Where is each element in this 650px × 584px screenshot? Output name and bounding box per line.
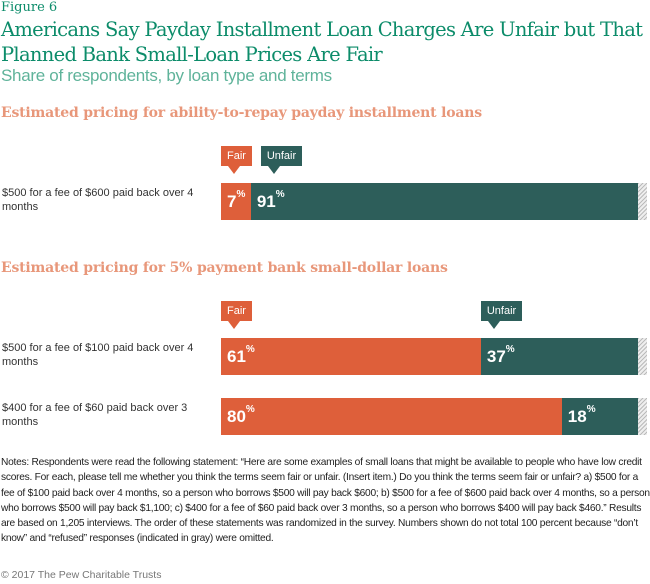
- value-label-unfair: 91: [256, 192, 276, 211]
- legend-unfair-label: Unfair: [266, 150, 297, 162]
- percent-sign: %: [275, 189, 285, 200]
- percent-sign: %: [505, 344, 515, 355]
- section-heading: Estimated pricing for ability-to-repay p…: [1, 105, 482, 121]
- legend-fair: Fair: [221, 146, 252, 174]
- bar-unfair: 37%: [480, 338, 639, 375]
- row-label: $400 for a fee of $60 paid back over 3 m…: [2, 402, 188, 428]
- percent-sign: %: [236, 189, 246, 200]
- legend-unfair: Unfair: [480, 301, 523, 329]
- stacked-bar: 80% 18%: [221, 398, 647, 435]
- row-label: $500 for a fee of $100 paid back over 4 …: [2, 342, 194, 368]
- bar-other: [638, 183, 647, 220]
- stacked-bar: 61% 37%: [221, 338, 647, 375]
- value-label-fair: 7: [227, 192, 237, 211]
- section-heading: Estimated pricing for 5% payment bank sm…: [1, 260, 448, 276]
- value-label-unfair: 18: [567, 407, 587, 426]
- legend-fair: Fair: [221, 301, 252, 329]
- percent-sign: %: [245, 404, 255, 415]
- bar-other: [638, 338, 647, 375]
- copyright: © 2017 The Pew Charitable Trusts: [1, 569, 162, 581]
- notes: Notes: Respondents were read the followi…: [1, 457, 650, 545]
- value-label-fair: 61: [227, 347, 246, 366]
- row-label: $500 for a fee of $600 paid back over 4 …: [2, 187, 194, 213]
- legend-fair-label: Fair: [227, 150, 246, 162]
- value-label-unfair: 37: [486, 347, 506, 366]
- legend-fair-label: Fair: [227, 305, 246, 317]
- legend-unfair: Unfair: [260, 146, 303, 174]
- bar-fair: 7%: [221, 183, 251, 220]
- value-label-fair: 80: [227, 407, 246, 426]
- bar-unfair: 18%: [561, 398, 639, 435]
- figure-label: Figure 6: [1, 0, 58, 15]
- bar-other: [638, 398, 647, 435]
- bar-fair: 61%: [221, 338, 481, 375]
- percent-sign: %: [245, 344, 255, 355]
- bar-unfair: 91%: [250, 183, 639, 220]
- chart-subtitle: Share of respondents, by loan type and t…: [1, 66, 332, 85]
- bar-fair: 80%: [221, 398, 562, 435]
- chart-title: Americans Say Payday Installment Loan Ch…: [1, 18, 643, 66]
- stacked-bar: 7% 91%: [221, 183, 647, 220]
- legend-unfair-label: Unfair: [486, 305, 517, 317]
- percent-sign: %: [586, 404, 596, 415]
